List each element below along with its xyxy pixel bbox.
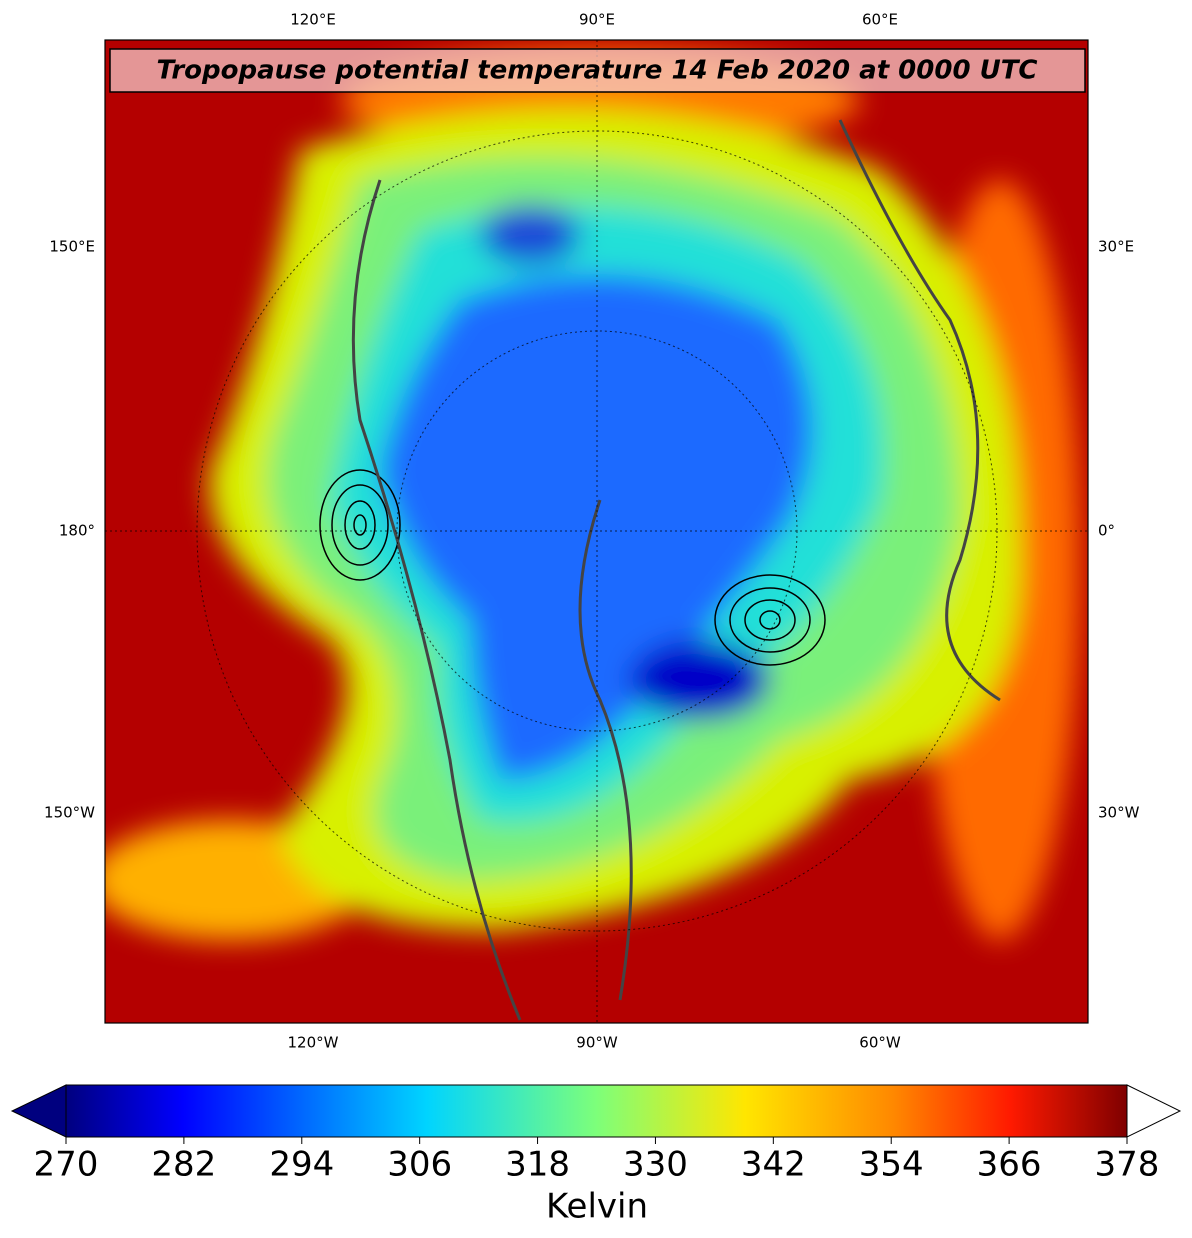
lon-label-bottom: 60°W (859, 1034, 901, 1052)
colorbar-tick-label: 330 (623, 1145, 688, 1185)
colorbar-tick-label: 378 (1095, 1145, 1160, 1185)
lon-label-top: 120°E (290, 11, 336, 29)
colorbar-tick-label: 366 (977, 1145, 1042, 1185)
colorbar-tick-label: 270 (34, 1145, 99, 1185)
colorbar-tick-label: 342 (741, 1145, 806, 1185)
colorbar-tick-label: 306 (387, 1145, 452, 1185)
map-title: Tropopause potential temperature 14 Feb … (156, 56, 1037, 86)
colorbar-tick-label: 294 (269, 1145, 334, 1185)
colorbar-label: Kelvin (546, 1187, 648, 1227)
colorbar-ticks: 270 282 294 306 318 330 342 354 366 378 (34, 1137, 1160, 1185)
colorbar-max-extend (1126, 1084, 1182, 1138)
lon-label-left: 150°W (44, 804, 95, 822)
lon-label-bottom: 90°W (576, 1034, 618, 1052)
lon-label-top: 90°E (579, 11, 615, 29)
lon-labels: 120°E 90°E 60°E 120°W 90°W 60°W 150°E 180° 150°W… (44, 11, 1140, 1052)
lon-label-top: 60°E (862, 11, 898, 29)
colorbar-tick-label: 282 (151, 1145, 216, 1185)
colorbar-tick-label: 354 (859, 1145, 924, 1185)
title-box (109, 48, 1086, 93)
lon-label-left: 180° (59, 522, 95, 540)
colorbar-tick-label: 318 (505, 1145, 570, 1185)
lon-label-bottom: 120°W (288, 1034, 339, 1052)
colorbar (65, 1084, 1128, 1138)
map-frame (104, 39, 1089, 1024)
lon-label-left: 150°E (49, 238, 95, 256)
lon-label-right: 30°W (1098, 804, 1140, 822)
map-field (105, 40, 1088, 1023)
lon-label-right: 0° (1098, 522, 1115, 540)
colorbar-min-extend (10, 1084, 67, 1138)
lon-label-right: 30°E (1098, 238, 1134, 256)
